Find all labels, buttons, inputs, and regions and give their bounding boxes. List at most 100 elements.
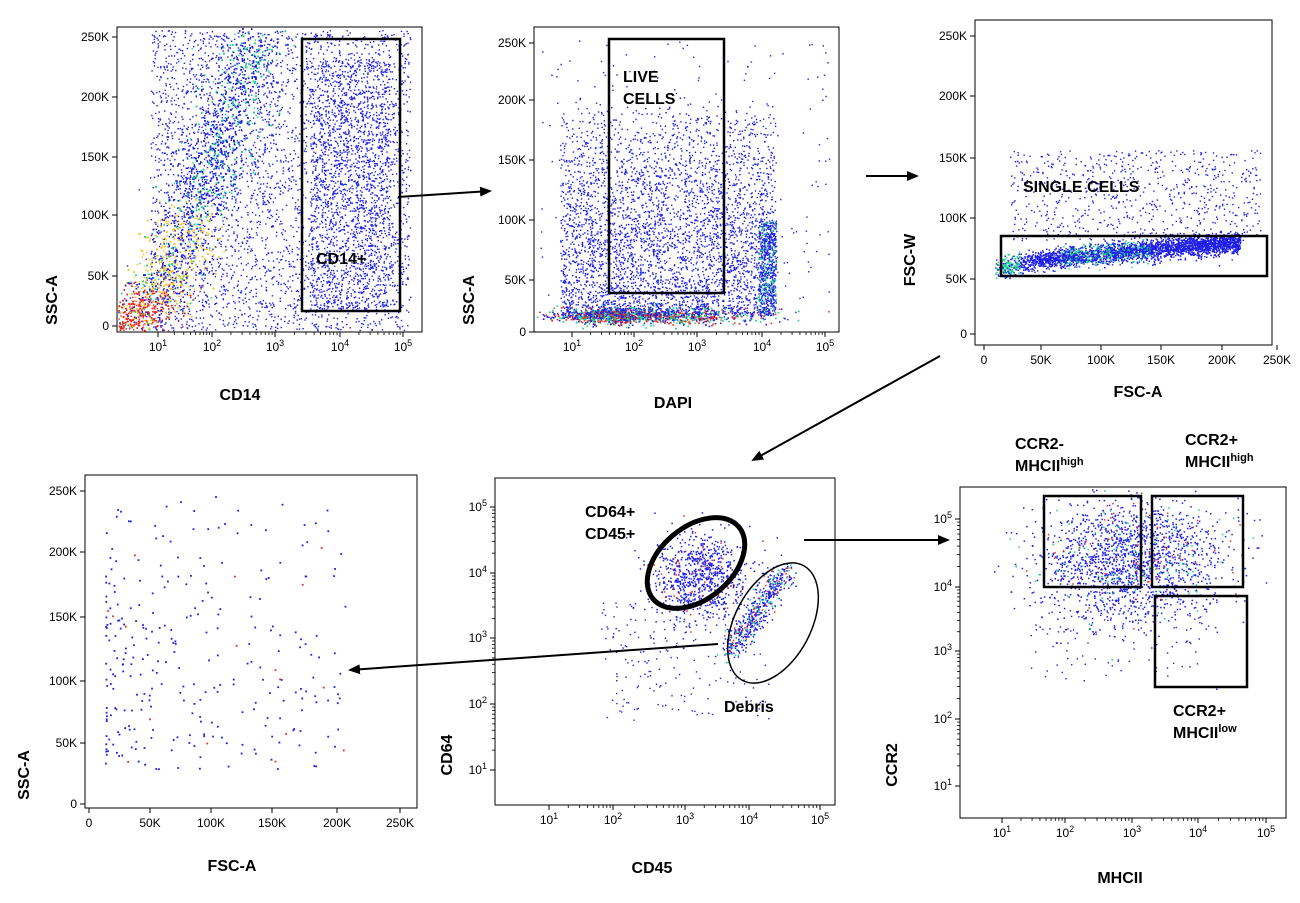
event-dot xyxy=(167,284,168,285)
event-dot xyxy=(211,147,212,148)
event-dot xyxy=(137,286,138,287)
event-dot xyxy=(235,89,236,90)
event-dot xyxy=(166,270,167,271)
event-dot xyxy=(259,136,260,137)
event-dot xyxy=(176,285,177,286)
event-dot xyxy=(220,198,221,199)
event-dot xyxy=(204,211,205,212)
event-dot xyxy=(125,325,126,326)
event-dot xyxy=(270,104,271,105)
event-dot xyxy=(222,217,223,218)
event-dot xyxy=(270,106,271,107)
event-dot xyxy=(219,53,220,54)
event-dot xyxy=(166,235,167,236)
event-dot xyxy=(240,49,241,50)
event-dot xyxy=(130,312,131,313)
event-dot xyxy=(161,313,162,314)
event-dot xyxy=(240,105,241,106)
event-dot xyxy=(212,143,213,144)
event-dot xyxy=(276,52,277,53)
event-dot xyxy=(209,86,210,87)
event-dot xyxy=(238,103,239,104)
event-dot xyxy=(228,88,229,89)
event-dot xyxy=(202,232,203,233)
event-dot xyxy=(161,291,162,292)
event-dot xyxy=(216,135,217,136)
x-tick-label: 102 xyxy=(203,338,221,354)
event-dot xyxy=(138,233,139,234)
event-dot xyxy=(168,330,169,331)
event-dot xyxy=(159,262,160,263)
event-dot xyxy=(192,286,193,287)
event-dot xyxy=(239,53,240,54)
event-dot xyxy=(191,194,192,195)
event-dot xyxy=(231,193,232,194)
event-dot xyxy=(150,269,151,270)
event-dot xyxy=(205,123,206,124)
event-dot xyxy=(182,197,183,198)
event-dot xyxy=(205,198,206,199)
event-dot xyxy=(188,268,189,269)
event-dot xyxy=(190,138,191,139)
event-dot xyxy=(265,119,266,120)
event-dot xyxy=(210,145,211,146)
event-dot xyxy=(223,96,224,97)
event-dot xyxy=(188,227,189,228)
event-dot xyxy=(229,169,230,170)
event-dot xyxy=(136,305,137,306)
event-dot xyxy=(193,278,194,279)
event-dot xyxy=(223,35,224,36)
event-dot xyxy=(136,322,137,323)
event-dot xyxy=(247,47,248,48)
event-dot xyxy=(173,330,174,331)
event-dot xyxy=(199,126,200,127)
event-dot xyxy=(147,271,148,272)
event-dot xyxy=(178,296,179,297)
event-dot xyxy=(216,139,217,140)
event-dot xyxy=(211,166,212,167)
event-dot xyxy=(148,237,149,238)
event-dot xyxy=(146,259,147,260)
event-dot xyxy=(246,107,247,108)
event-dot xyxy=(191,144,192,145)
event-dot xyxy=(159,246,160,247)
event-dot xyxy=(216,184,217,185)
event-dot xyxy=(222,69,223,70)
event-dot xyxy=(189,241,190,242)
event-dot xyxy=(186,215,187,216)
event-dot xyxy=(223,205,224,206)
event-dot xyxy=(133,329,134,330)
event-dot xyxy=(134,292,135,293)
event-dot xyxy=(244,53,245,54)
event-dot xyxy=(195,272,196,273)
event-dot xyxy=(192,162,193,163)
event-dot xyxy=(172,299,173,300)
event-dot xyxy=(238,55,239,56)
x-tick-label: 105 xyxy=(394,338,412,354)
event-dot xyxy=(215,143,216,144)
event-dot xyxy=(207,220,208,221)
event-dot xyxy=(133,283,134,284)
event-dot xyxy=(194,218,195,219)
event-dot xyxy=(130,308,131,309)
event-dot xyxy=(281,72,282,73)
event-dot xyxy=(139,189,140,190)
y-tick-label: 100K xyxy=(81,208,109,222)
event-dot xyxy=(234,34,235,35)
event-dot xyxy=(119,318,120,319)
event-dot xyxy=(163,259,164,260)
event-dot xyxy=(225,114,226,115)
x-axis-label: CD14 xyxy=(220,387,261,404)
event-dot xyxy=(233,60,234,61)
event-dot xyxy=(181,267,182,268)
event-dot xyxy=(213,81,214,82)
event-dot xyxy=(214,231,215,232)
event-dot xyxy=(181,263,182,264)
event-dot xyxy=(245,81,246,82)
x-tick-label: 101 xyxy=(149,338,167,354)
event-dot xyxy=(169,310,170,311)
event-dot xyxy=(164,160,165,161)
x-tick-label: 104 xyxy=(331,338,349,354)
event-dot xyxy=(135,301,136,302)
event-dot xyxy=(180,224,181,225)
